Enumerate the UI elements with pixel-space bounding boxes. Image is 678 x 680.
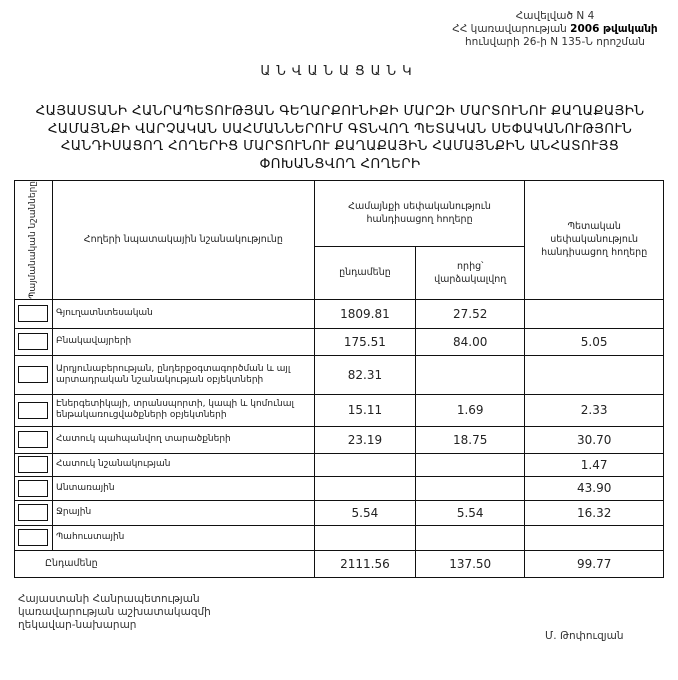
legend-symbol-box [18,333,49,351]
appendix-decision-date: հունվարի 26-ի N 135-Ն որոշման [465,36,645,48]
table-row: Ջրային 5.54 5.54 16.32 [14,499,664,526]
land-purpose: Հատուկ պահպանվող տարածքների [51,425,315,454]
land-purpose: Էներգետիկայի, տրանսպորտի, կապի և կոմունա… [51,393,315,427]
community-leased: 84.00 [415,327,526,356]
appendix-decision-line: ՀՀ կառավարության 2006 թվականի [440,23,670,36]
land-purpose: Բնակավայրերի [51,327,315,356]
table-row: Բնակավայրերի 175.51 84.00 5.05 [14,327,664,356]
legend-symbol-cell [14,393,53,427]
community-total: 23.19 [313,425,417,454]
signatory-line-2: կառավարության աշխատակազմի [18,606,211,618]
header-row: Պայմանական նշանները Հողերի նպատակային նշ… [14,180,664,300]
total-row: Ընդամենը 2111.56 137.50 99.77 [14,549,664,578]
land-purpose: Արդյունաբերության, ընդերքօգտագործման և ա… [51,354,315,395]
community-leased: 1.69 [415,393,526,427]
land-purpose: Ջրային [51,499,315,526]
community-leased: 27.52 [415,298,526,329]
total-state: 99.77 [524,549,664,578]
header-symbols: Պայմանական նշանները [14,180,53,300]
state-owned [524,298,664,329]
state-owned [524,524,664,551]
land-purpose: Գյուղատնտեսական [51,298,315,329]
subheader-row: ընդամենը որից՝ վարձակալվող [15,245,664,300]
legend-symbol-box [18,456,49,474]
list-title: ԱՆՎԱՆԱՑԱՆԿ [260,64,418,79]
header-leased: որից՝ վարձակալվող [415,245,526,300]
legend-symbol-box [18,401,49,419]
table-row: Հատուկ նշանակության 1.47 [14,452,664,477]
community-leased [415,452,526,477]
total-community: 2111.56 [313,549,417,578]
state-owned: 2.33 [524,393,664,427]
legend-symbol-box [18,305,49,323]
community-leased [415,354,526,395]
community-leased [415,524,526,551]
community-total: 175.51 [313,327,417,356]
land-table: Պայմանական նշանները Հողերի նպատակային նշ… [14,180,664,578]
decision-text: ՀՀ կառավարության [452,23,567,35]
land-purpose: Պահուստային [51,524,315,551]
state-owned: 1.47 [524,452,664,477]
header-purpose: Հողերի նպատակային նշանակությունը [51,180,315,300]
header-total: ընդամենը [313,245,417,300]
total-label: Ընդամենը [14,549,315,578]
table-row: Պահուստային [14,524,664,551]
table-row: Հատուկ պահպանվող տարածքների 23.19 18.75 … [14,425,664,454]
community-total [313,475,417,501]
header-community: Համայնքի սեփականություն հանդիսացող հողեր… [313,180,526,247]
community-total [313,452,417,477]
signatory-line-3: ղեկավար-նախարար [18,619,137,631]
state-owned: 5.05 [524,327,664,356]
community-total: 82.31 [313,354,417,395]
legend-symbol-cell [14,425,53,454]
appendix-number: Հավելված N 4 [515,10,595,22]
legend-symbol-cell [14,524,53,551]
legend-symbol-box [18,529,49,547]
decision-year: 2006 թվականի [570,23,658,35]
page-title: ՀԱՅԱՍՏԱՆԻ ՀԱՆՐԱՊԵՏՈՒԹՅԱՆ ԳԵՂԱՐՔՈՒՆԻՔԻ ՄԱ… [35,103,645,172]
community-total: 5.54 [313,499,417,526]
table-row: Էներգետիկայի, տրանսպորտի, կապի և կոմունա… [14,393,664,427]
legend-symbol-cell [14,452,53,477]
community-leased: 18.75 [415,425,526,454]
community-total: 1809.81 [313,298,417,329]
header-symbols-text: Պայմանական նշանները [27,181,38,299]
signatory-name: Մ. Թոփուզյան [545,630,624,642]
legend-symbol-cell [14,298,53,329]
header-state: Պետական սեփականություն հանդիսացող հողերը [524,180,664,300]
community-leased: 5.54 [415,499,526,526]
legend-symbol-cell [14,475,53,501]
state-owned [524,354,664,395]
legend-symbol-cell [14,327,53,356]
state-owned: 16.32 [524,499,664,526]
table-row: Գյուղատնտեսական 1809.81 27.52 [14,298,664,329]
land-purpose: Հատուկ նշանակության [51,452,315,477]
legend-symbol-box [18,504,49,522]
legend-symbol-cell [14,499,53,526]
total-leased: 137.50 [415,549,526,578]
table-row: Անտառային 43.90 [14,475,664,501]
legend-symbol-cell [14,354,53,395]
land-purpose: Անտառային [51,475,315,501]
legend-symbol-box [18,366,49,384]
appendix-header: Հավելված N 4 ՀՀ կառավարության 2006 թվակա… [440,10,670,49]
signatory-title: Հայաստանի Հանրապետության կառավարության ա… [18,593,211,632]
community-total [313,524,417,551]
community-total: 15.11 [313,393,417,427]
signatory-line-1: Հայաստանի Հանրապետության [18,593,200,605]
table-row: Արդյունաբերության, ընդերքօգտագործման և ա… [14,354,664,395]
legend-symbol-box [18,479,49,497]
state-owned: 30.70 [524,425,664,454]
legend-symbol-box [18,431,49,449]
state-owned: 43.90 [524,475,664,501]
community-leased [415,475,526,501]
